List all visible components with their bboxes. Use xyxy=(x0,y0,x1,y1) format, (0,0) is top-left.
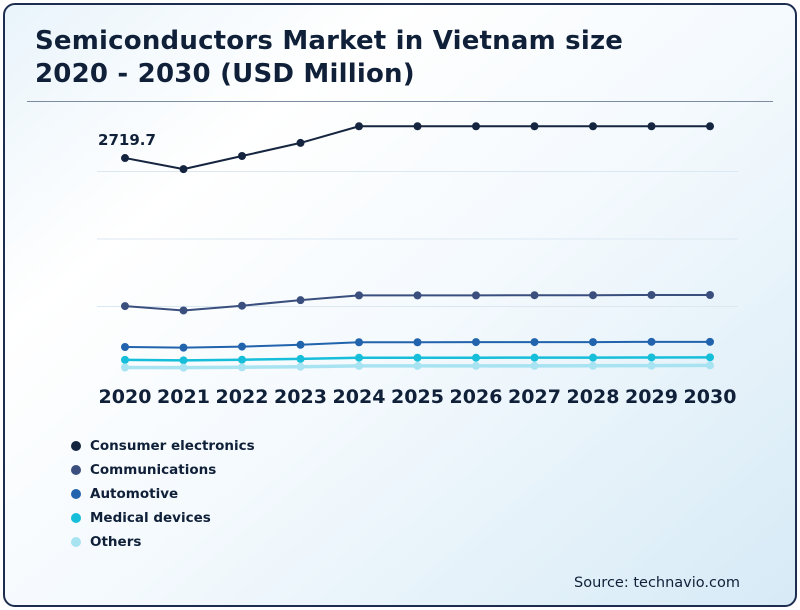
legend-dot-icon xyxy=(71,489,81,499)
data-point xyxy=(530,338,539,347)
data-point xyxy=(706,290,714,299)
x-axis-label: 2029 xyxy=(625,386,678,408)
data-point xyxy=(472,338,480,347)
x-axis-label: 2020 xyxy=(99,386,152,408)
data-point xyxy=(296,362,305,371)
chart-area: 2020 2021 2022 2023 2024 2025 2026 2027 2028 2029… xyxy=(25,100,785,415)
data-point xyxy=(238,152,246,161)
data-point xyxy=(706,353,714,362)
data-point xyxy=(589,338,597,347)
data-point xyxy=(355,361,363,370)
data-point xyxy=(472,291,480,300)
x-axis-label: 2025 xyxy=(391,386,444,408)
data-point xyxy=(179,165,188,174)
legend-dot-icon xyxy=(71,441,81,451)
data-point xyxy=(589,122,597,131)
data-point xyxy=(296,138,305,147)
data-point xyxy=(706,337,714,346)
legend-item: Consumer electronics xyxy=(71,438,255,454)
legend-dot-icon xyxy=(71,465,81,475)
data-point xyxy=(296,354,305,363)
data-point xyxy=(530,122,539,131)
data-point xyxy=(296,340,305,349)
x-axis-label: 2030 xyxy=(684,386,737,408)
legend-label: Communications xyxy=(90,462,217,478)
data-point xyxy=(472,122,480,131)
data-point xyxy=(355,291,363,300)
legend-item: Others xyxy=(71,534,255,550)
legend-dot-icon xyxy=(71,537,81,547)
x-axis-label: 2023 xyxy=(274,386,327,408)
data-point xyxy=(647,122,656,131)
data-point xyxy=(121,355,129,364)
data-point xyxy=(413,338,422,347)
chart-title-line-1: Semiconductors Market in Vietnam size xyxy=(35,26,624,56)
x-axis-label: 2022 xyxy=(216,386,269,408)
data-point xyxy=(413,353,422,362)
legend-item: Medical devices xyxy=(71,510,255,526)
data-point xyxy=(530,361,539,370)
data-point xyxy=(589,291,597,300)
data-point xyxy=(355,338,363,347)
data-point xyxy=(530,353,539,362)
data-point xyxy=(238,342,246,351)
data-point xyxy=(706,122,714,131)
series-line-0 xyxy=(124,125,710,171)
data-point xyxy=(706,361,714,370)
legend-dot-icon xyxy=(71,513,81,523)
legend-label: Consumer electronics xyxy=(90,438,255,454)
chart-title-line-2: 2020 - 2030 (USD Million) xyxy=(35,58,415,89)
data-point xyxy=(647,353,656,362)
data-point xyxy=(647,337,656,346)
legend-label: Medical devices xyxy=(90,510,211,526)
data-label: 2719.7 xyxy=(98,131,156,149)
data-point xyxy=(179,356,188,365)
x-axis-label: 2024 xyxy=(333,386,386,408)
data-point xyxy=(179,343,188,352)
data-point xyxy=(472,361,480,370)
data-point xyxy=(121,302,129,311)
data-point xyxy=(413,361,422,370)
legend: Consumer electronics Communications Automo… xyxy=(71,438,255,550)
x-axis-label: 2026 xyxy=(450,386,503,408)
x-axis-label: 2027 xyxy=(508,386,561,408)
data-point xyxy=(121,154,129,163)
data-point xyxy=(355,353,363,362)
data-point xyxy=(413,291,422,300)
data-point xyxy=(296,296,305,305)
data-point xyxy=(589,353,597,362)
legend-item: Communications xyxy=(71,462,255,478)
data-point xyxy=(355,122,363,131)
line-chart: 2020 2021 2022 2023 2024 2025 2026 2027 2028 2029… xyxy=(97,122,738,408)
data-point xyxy=(589,361,597,370)
x-axis-label: 2021 xyxy=(157,386,210,408)
data-point xyxy=(179,363,188,372)
data-point xyxy=(647,290,656,299)
data-point xyxy=(238,363,246,372)
data-point xyxy=(472,353,480,362)
data-point xyxy=(413,122,422,131)
data-point xyxy=(179,306,188,315)
legend-label: Others xyxy=(90,534,142,550)
source-attribution: Source: technavio.com xyxy=(574,575,740,591)
data-point xyxy=(121,363,129,372)
legend-item: Automotive xyxy=(71,486,255,502)
data-point xyxy=(530,291,539,300)
title-divider xyxy=(27,101,773,102)
legend-label: Automotive xyxy=(90,486,179,502)
chart-title: Semiconductors Market in Vietnam size 20… xyxy=(35,25,623,90)
card: Semiconductors Market in Vietnam size 20… xyxy=(3,3,797,607)
data-point xyxy=(121,343,129,351)
data-point xyxy=(238,355,246,364)
data-point xyxy=(647,361,656,370)
data-point xyxy=(238,301,246,310)
x-axis-label: 2028 xyxy=(567,386,620,408)
